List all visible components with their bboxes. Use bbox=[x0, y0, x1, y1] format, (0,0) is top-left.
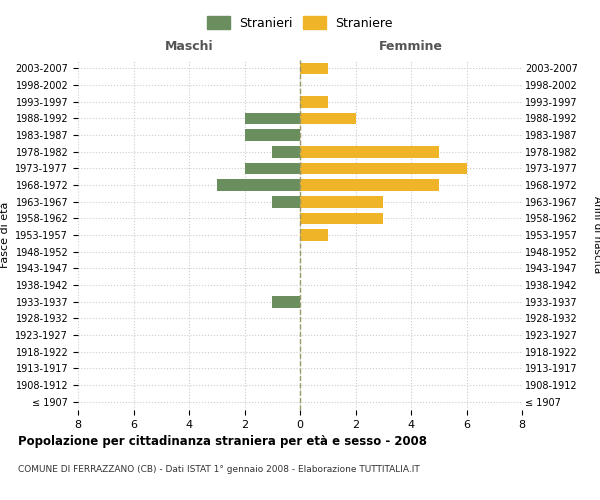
Bar bbox=[300, 229, 328, 241]
Bar bbox=[300, 162, 467, 174]
Bar bbox=[272, 146, 300, 158]
Text: COMUNE DI FERRAZZANO (CB) - Dati ISTAT 1° gennaio 2008 - Elaborazione TUTTITALIA: COMUNE DI FERRAZZANO (CB) - Dati ISTAT 1… bbox=[18, 465, 420, 474]
Text: Popolazione per cittadinanza straniera per età e sesso - 2008: Popolazione per cittadinanza straniera p… bbox=[18, 435, 427, 448]
Bar bbox=[245, 129, 300, 141]
Bar bbox=[272, 196, 300, 207]
Bar bbox=[300, 96, 328, 108]
Text: Anni di nascita: Anni di nascita bbox=[592, 196, 600, 274]
Bar bbox=[300, 196, 383, 207]
Bar bbox=[217, 179, 300, 191]
Bar bbox=[300, 112, 355, 124]
Text: Femmine: Femmine bbox=[379, 40, 443, 52]
Bar bbox=[245, 162, 300, 174]
Bar bbox=[300, 212, 383, 224]
Bar bbox=[300, 146, 439, 158]
Bar bbox=[300, 62, 328, 74]
Bar bbox=[245, 112, 300, 124]
Bar bbox=[272, 296, 300, 308]
Text: Maschi: Maschi bbox=[164, 40, 214, 52]
Legend: Stranieri, Straniere: Stranieri, Straniere bbox=[202, 11, 398, 35]
Y-axis label: Fasce di età: Fasce di età bbox=[0, 202, 10, 268]
Bar bbox=[300, 179, 439, 191]
